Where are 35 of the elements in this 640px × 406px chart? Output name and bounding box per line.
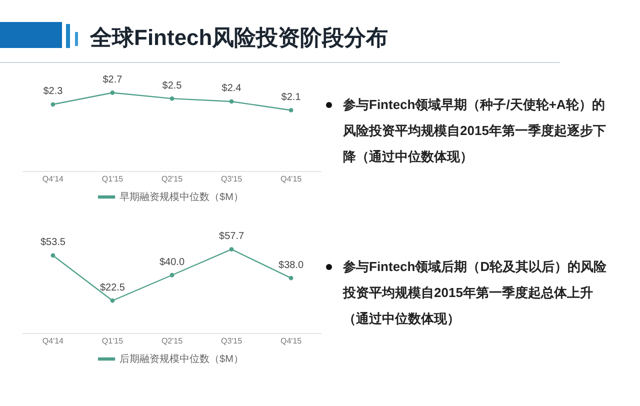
text: 参与Fintech领域早期（种子/天使轮+A轮）的风险投资平均规模自2015年第一季度起逐步下降（通过中位数体现） [343, 96, 607, 166]
x-tick-label: Q4'14 [42, 174, 64, 184]
point [110, 298, 115, 303]
text: 参与Fintech领域后期（D轮及其以后）的风险投资平均规模自2015年第一季度起总体上升（通过中位数体现） [343, 258, 608, 328]
x-tick-label: Q3'15 [220, 174, 243, 184]
point [288, 108, 294, 112]
legend-label: 后期融资规模中位数（$M） [120, 352, 244, 365]
x-tick-label: Q1'15 [102, 174, 124, 184]
data-label: $2.7 [102, 74, 123, 86]
data-label: $2.3 [43, 86, 64, 98]
data-label: $2.5 [162, 80, 182, 92]
x-tick-label: Q1'15 [102, 336, 124, 346]
x-tick-label: Q3'15 [220, 336, 243, 346]
point [110, 90, 115, 95]
legend-label: 早期融资规模中位数（$M） [120, 190, 244, 203]
point [288, 276, 294, 280]
x-tick-label: Q2'15 [161, 336, 184, 346]
point [50, 102, 56, 107]
x-tick-label: Q2'15 [161, 174, 184, 184]
data-label: $57.7 [219, 231, 244, 242]
point [50, 253, 56, 258]
point [229, 247, 234, 252]
point [229, 99, 234, 104]
chart-title: 全球Fintech风险投资阶段分布 [90, 24, 388, 52]
data-label: $2.4 [222, 83, 242, 94]
data-label: $22.5 [100, 282, 126, 294]
data-label: $53.5 [40, 237, 66, 248]
x-tick-label: Q4'15 [280, 336, 302, 346]
data-label: $38.0 [278, 260, 304, 271]
data-label: $2.1 [281, 92, 302, 103]
point [170, 96, 174, 101]
x-tick-label: Q4'15 [280, 174, 302, 184]
data-label: $40.0 [159, 256, 185, 268]
x-tick-label: Q4'14 [42, 336, 64, 346]
point [170, 272, 174, 278]
